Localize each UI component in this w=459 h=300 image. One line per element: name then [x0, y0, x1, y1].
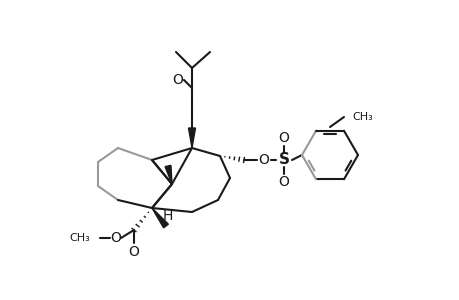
Text: O: O [128, 245, 139, 259]
Text: O: O [110, 231, 121, 245]
Text: H: H [162, 209, 173, 223]
Text: O: O [278, 175, 289, 189]
Polygon shape [165, 165, 172, 184]
Text: CH₃: CH₃ [351, 112, 372, 122]
Text: O: O [278, 131, 289, 145]
Text: S: S [278, 152, 289, 167]
Polygon shape [188, 128, 195, 148]
Text: O: O [172, 73, 183, 87]
Polygon shape [151, 208, 168, 228]
Text: CH₃: CH₃ [69, 233, 90, 243]
Text: O: O [258, 153, 269, 167]
